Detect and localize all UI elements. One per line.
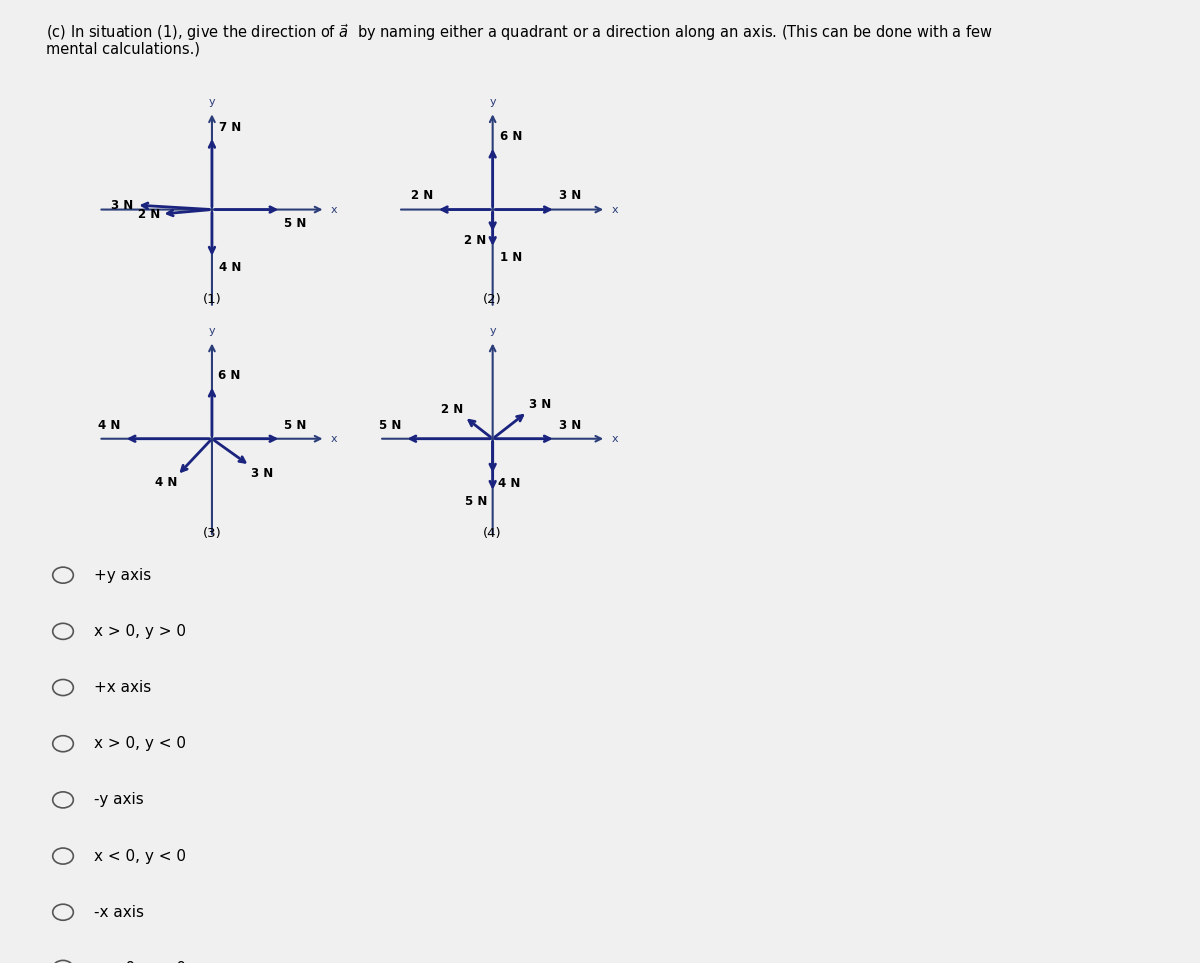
Text: x < 0, y > 0: x < 0, y > 0 <box>94 961 186 963</box>
Text: 3 N: 3 N <box>110 198 133 212</box>
Text: 5 N: 5 N <box>284 419 307 431</box>
Text: 6 N: 6 N <box>217 370 240 382</box>
Text: 3 N: 3 N <box>559 419 581 431</box>
Text: 5 N: 5 N <box>379 419 401 431</box>
Text: x: x <box>331 433 337 444</box>
Text: 5 N: 5 N <box>284 217 307 230</box>
Text: (c) In situation (1), give the direction of $\vec{a}$  by naming either a quadra: (c) In situation (1), give the direction… <box>46 22 992 43</box>
Text: 4 N: 4 N <box>155 477 178 489</box>
Text: (1): (1) <box>203 293 221 306</box>
Text: 4 N: 4 N <box>498 477 521 490</box>
Text: 2 N: 2 N <box>410 190 433 202</box>
Text: 2 N: 2 N <box>440 403 463 416</box>
Text: +y axis: +y axis <box>94 567 151 583</box>
Text: 4 N: 4 N <box>218 261 241 274</box>
Text: -y axis: -y axis <box>94 793 144 807</box>
Text: x < 0, y < 0: x < 0, y < 0 <box>94 848 186 864</box>
Text: 4 N: 4 N <box>98 419 120 431</box>
Text: y: y <box>209 326 215 336</box>
Text: x > 0, y < 0: x > 0, y < 0 <box>94 736 186 751</box>
Text: 5 N: 5 N <box>464 495 487 508</box>
Text: 3 N: 3 N <box>251 467 274 480</box>
Text: 3 N: 3 N <box>559 190 581 202</box>
Text: y: y <box>490 97 496 107</box>
Text: +x axis: +x axis <box>94 680 151 695</box>
Text: x: x <box>612 204 618 215</box>
Text: 1 N: 1 N <box>499 251 522 264</box>
Text: 2 N: 2 N <box>138 207 161 221</box>
Text: 2 N: 2 N <box>463 234 486 247</box>
Text: 3 N: 3 N <box>528 398 551 411</box>
Text: (3): (3) <box>203 527 221 540</box>
Text: 6 N: 6 N <box>499 130 522 143</box>
Text: -x axis: -x axis <box>94 905 144 920</box>
Text: y: y <box>209 97 215 107</box>
Text: y: y <box>490 326 496 336</box>
Text: 7 N: 7 N <box>218 120 241 134</box>
Text: mental calculations.): mental calculations.) <box>46 42 200 57</box>
Text: x > 0, y > 0: x > 0, y > 0 <box>94 624 186 638</box>
Text: (4): (4) <box>484 527 502 540</box>
Text: x: x <box>331 204 337 215</box>
Text: x: x <box>612 433 618 444</box>
Text: (2): (2) <box>484 293 502 306</box>
